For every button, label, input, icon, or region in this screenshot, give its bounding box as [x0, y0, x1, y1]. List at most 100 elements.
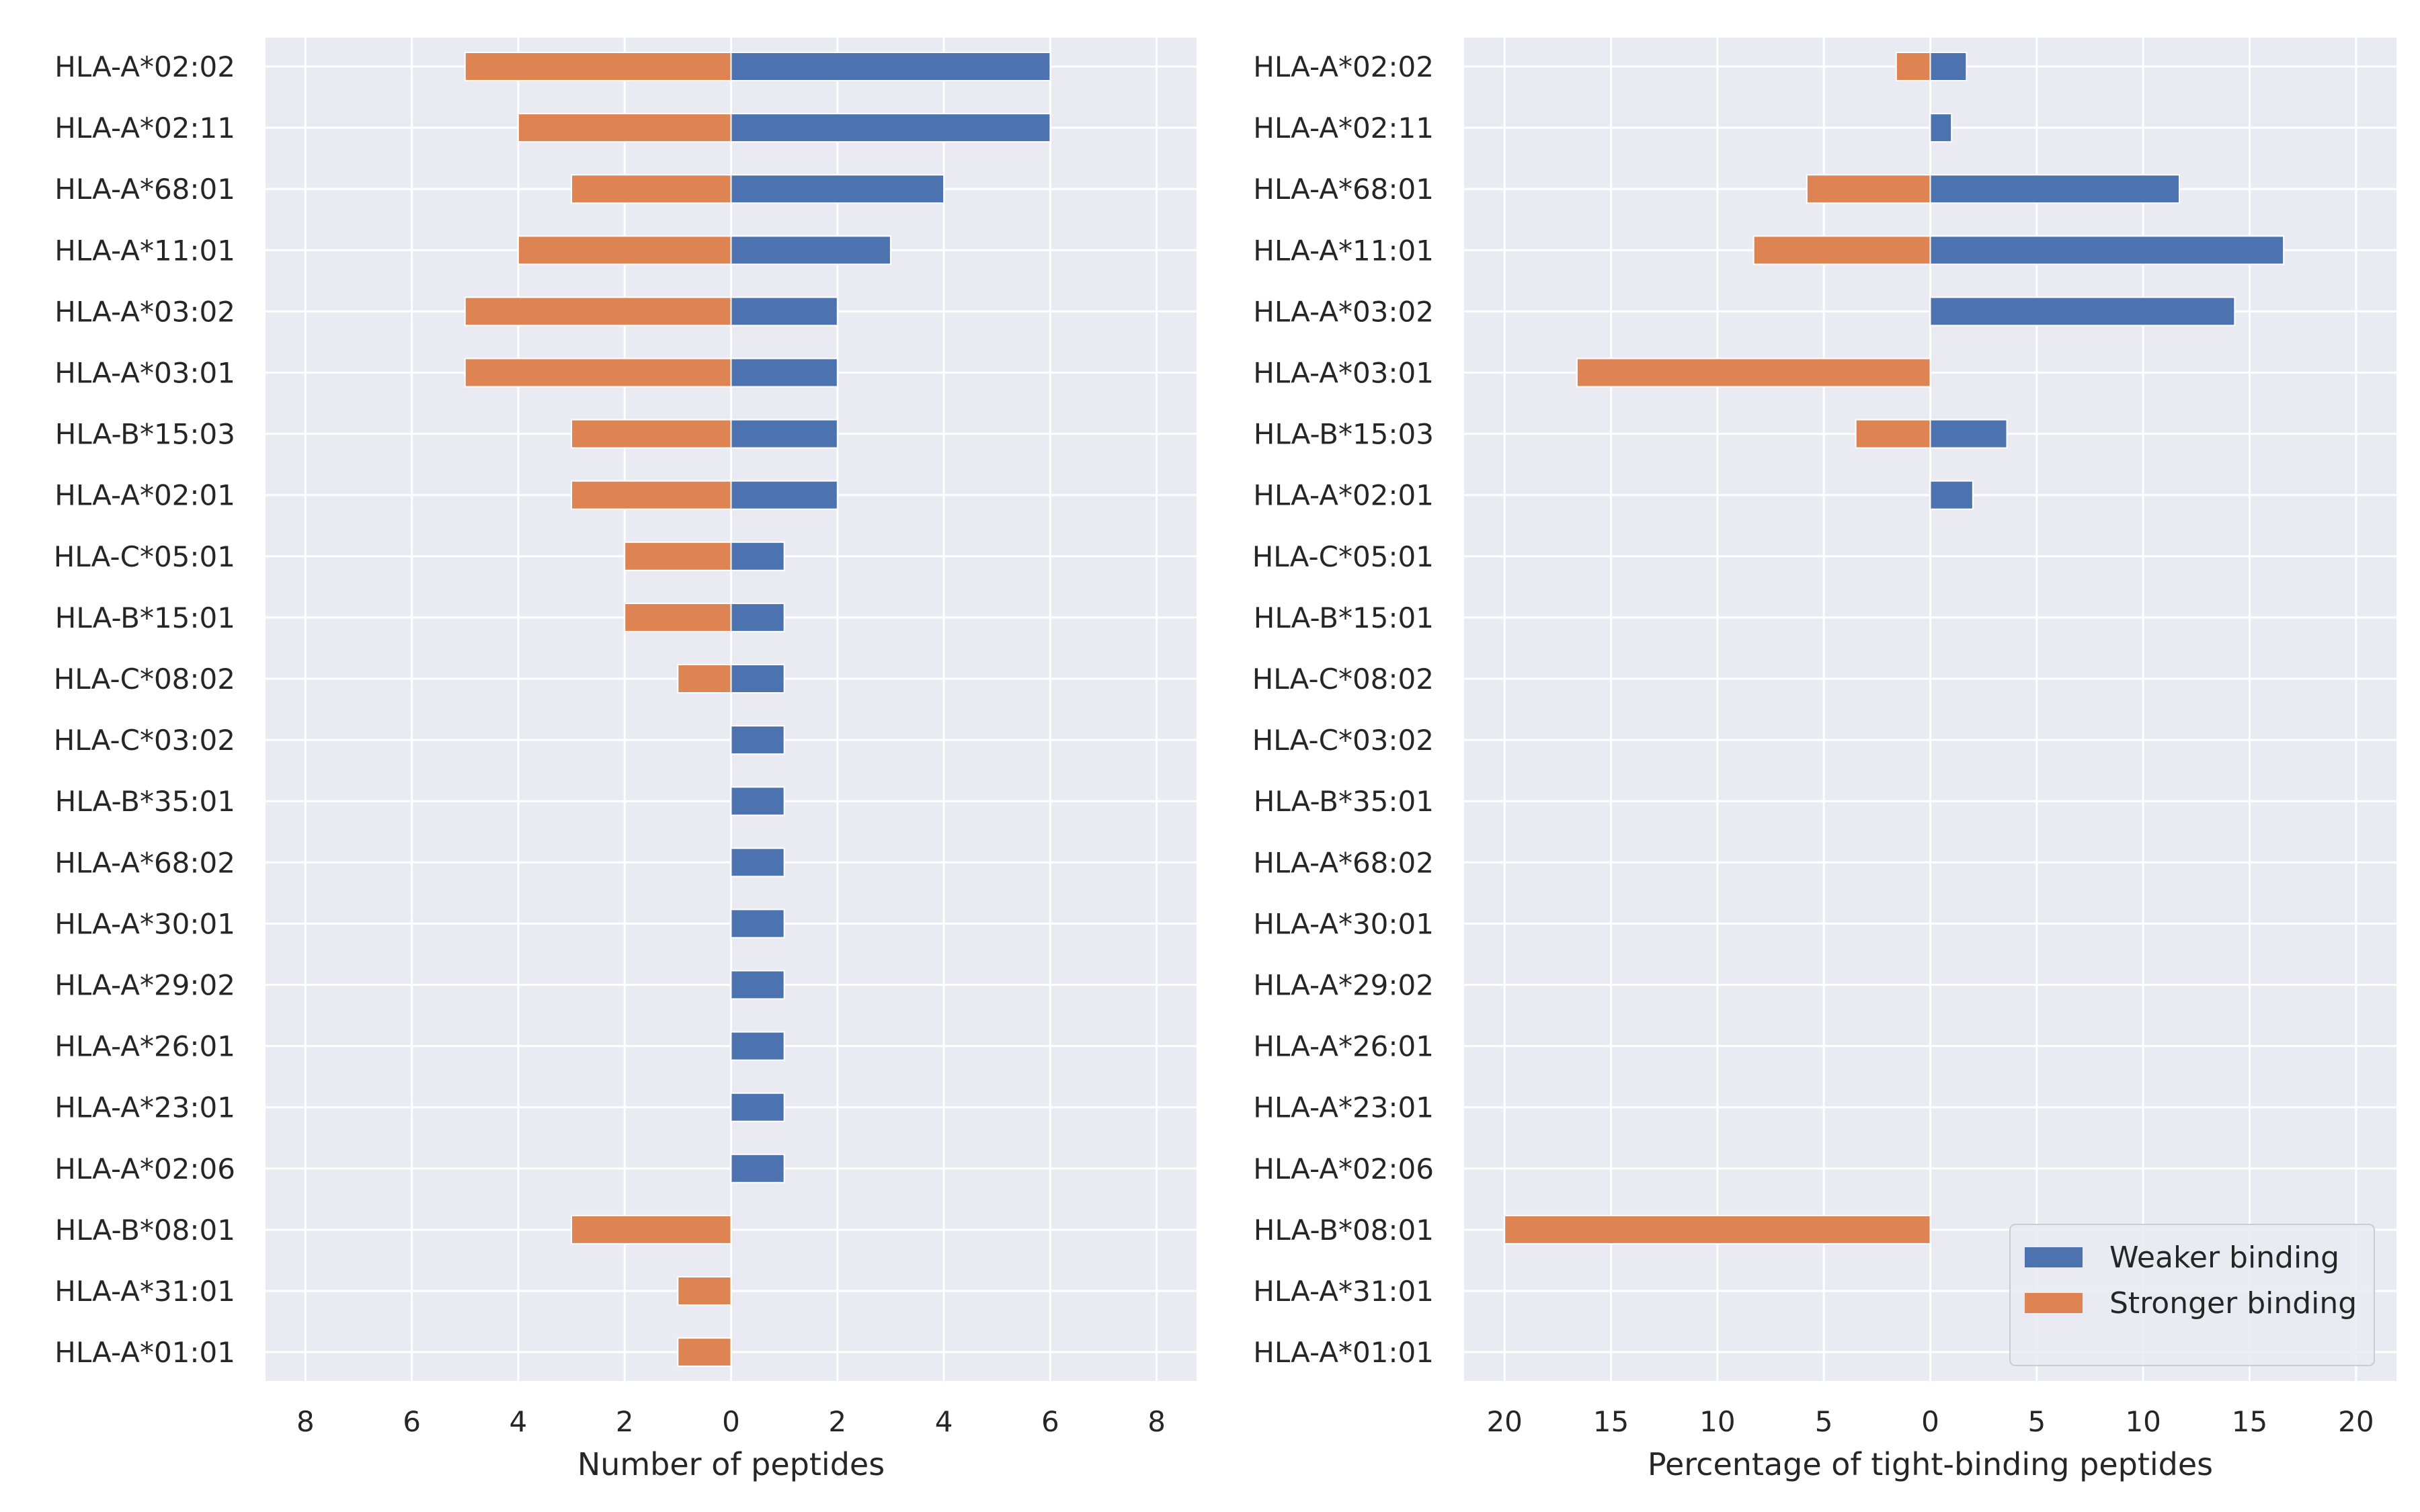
x-tick-label: 15 [2232, 1405, 2267, 1438]
y-tick-label: HLA-A*02:06 [54, 1152, 235, 1185]
bar-weaker-binding [730, 541, 785, 571]
x-tick-label: 4 [935, 1405, 953, 1438]
x-axis-label: Percentage of tight-binding peptides [1648, 1446, 2213, 1482]
bar-stronger-binding [1806, 174, 1931, 204]
right-chart-panel: HLA-A*02:02 HLA-A*02:11 HLA-A*68:01 HLA-A*1… [1252, 38, 2396, 1482]
bar-weaker-binding [730, 1031, 785, 1061]
bar-stronger-binding [624, 541, 732, 571]
bar-weaker-binding [1929, 174, 2180, 204]
y-tick-label: HLA-A*68:01 [54, 173, 235, 206]
legend-label: Weaker binding [2109, 1241, 2339, 1275]
bar-weaker-binding [730, 419, 838, 449]
y-tick-label: HLA-B*35:01 [55, 785, 235, 818]
bar-weaker-binding [1929, 419, 2008, 449]
bar-stronger-binding [1855, 419, 1931, 449]
bar-weaker-binding [730, 664, 785, 694]
legend-swatch [2025, 1293, 2083, 1313]
bar-weaker-binding [1929, 52, 1968, 81]
y-tick-label: HLA-A*11:01 [54, 234, 235, 267]
x-tick-label: 4 [510, 1405, 528, 1438]
bar-weaker-binding [730, 52, 1051, 81]
bar-weaker-binding [730, 174, 945, 204]
y-tick-label: HLA-A*02:01 [54, 479, 235, 512]
x-tick-label: 5 [2027, 1405, 2046, 1438]
bar-weaker-binding [730, 358, 838, 388]
left-chart-panel: HLA-A*02:02 HLA-A*02:11 HLA-A*68:01 HLA-A*1… [54, 38, 1197, 1482]
y-tick-label: HLA-A*31:01 [1253, 1275, 1434, 1308]
bar-stronger-binding [571, 174, 732, 204]
y-tick-label: HLA-A*68:02 [1253, 846, 1434, 879]
x-tick-label: 8 [1147, 1405, 1166, 1438]
x-tick-label: 0 [722, 1405, 740, 1438]
bar-weaker-binding [730, 235, 891, 265]
y-tick-label: HLA-A*03:01 [1253, 357, 1434, 390]
bar-stronger-binding [1752, 235, 1931, 265]
bar-stronger-binding [517, 235, 732, 265]
y-tick-label: HLA-C*05:01 [1252, 540, 1434, 573]
y-tick-label: HLA-A*68:01 [1253, 173, 1434, 206]
bar-stronger-binding [1576, 358, 1931, 388]
y-tick-label: HLA-C*05:01 [54, 540, 235, 573]
bar-stronger-binding [571, 419, 732, 449]
bar-weaker-binding [1929, 235, 2285, 265]
bar-stronger-binding [677, 664, 732, 694]
y-tick-label: HLA-A*02:02 [1253, 50, 1434, 83]
y-tick-label: HLA-B*35:01 [1254, 785, 1434, 818]
x-tick-label: 15 [1593, 1405, 1629, 1438]
bar-weaker-binding [730, 725, 785, 755]
bar-weaker-binding [730, 909, 785, 939]
y-tick-label: HLA-A*02:11 [1253, 112, 1434, 144]
bar-weaker-binding [730, 970, 785, 1000]
y-tick-label: HLA-A*02:01 [1253, 479, 1434, 512]
y-tick-label: HLA-A*26:01 [1253, 1030, 1434, 1063]
bar-stronger-binding [624, 602, 732, 632]
legend [2009, 1224, 2375, 1366]
x-tick-label: 2 [828, 1405, 846, 1438]
y-tick-label: HLA-A*11:01 [1253, 234, 1434, 267]
y-tick-label: HLA-B*15:01 [55, 601, 235, 634]
bar-stronger-binding [571, 1214, 732, 1245]
y-tick-label: HLA-A*23:01 [54, 1091, 235, 1124]
y-tick-label: HLA-B*15:03 [55, 418, 235, 451]
y-tick-label: HLA-A*01:01 [54, 1336, 235, 1369]
y-tick-label: HLA-A*30:01 [54, 907, 235, 940]
bar-weaker-binding [730, 1092, 785, 1122]
bar-stronger-binding [1895, 52, 1931, 81]
bar-weaker-binding [730, 1153, 785, 1183]
x-tick-label: 10 [1699, 1405, 1735, 1438]
y-tick-label: HLA-C*03:02 [1252, 724, 1434, 757]
bar-weaker-binding [730, 786, 785, 816]
x-axis-label: Number of peptides [577, 1446, 885, 1482]
bar-stronger-binding [464, 358, 732, 388]
x-tick-label: 20 [1486, 1405, 1522, 1438]
y-tick-label: HLA-A*02:06 [1253, 1152, 1434, 1185]
y-tick-label: HLA-A*03:02 [54, 295, 235, 328]
x-tick-label: 2 [616, 1405, 634, 1438]
bar-stronger-binding [677, 1337, 732, 1368]
bar-weaker-binding [1929, 113, 1953, 143]
bar-stronger-binding [464, 52, 732, 81]
bar-weaker-binding [1929, 480, 1974, 510]
bar-weaker-binding [730, 602, 785, 632]
legend-label: Stronger binding [2109, 1286, 2357, 1320]
y-tick-label: HLA-A*68:02 [54, 846, 235, 879]
x-tick-label: 0 [1921, 1405, 1939, 1438]
y-tick-label: HLA-A*03:01 [54, 357, 235, 390]
bar-weaker-binding [1929, 296, 2236, 327]
x-tick-label: 5 [1815, 1405, 1833, 1438]
y-tick-label: HLA-A*01:01 [1253, 1336, 1434, 1369]
y-tick-label: HLA-A*31:01 [54, 1275, 235, 1308]
bar-stronger-binding [464, 296, 732, 327]
y-tick-label: HLA-A*02:11 [54, 112, 235, 144]
x-tick-label: 6 [403, 1405, 421, 1438]
bar-weaker-binding [730, 847, 785, 878]
x-tick-label: 8 [296, 1405, 315, 1438]
y-tick-label: HLA-A*23:01 [1253, 1091, 1434, 1124]
y-tick-label: HLA-B*15:03 [1254, 418, 1434, 451]
y-tick-label: HLA-A*26:01 [54, 1030, 235, 1063]
bar-stronger-binding [1504, 1214, 1931, 1245]
bar-stronger-binding [517, 113, 732, 143]
legend-swatch [2025, 1247, 2083, 1267]
bar-stronger-binding [571, 480, 732, 510]
